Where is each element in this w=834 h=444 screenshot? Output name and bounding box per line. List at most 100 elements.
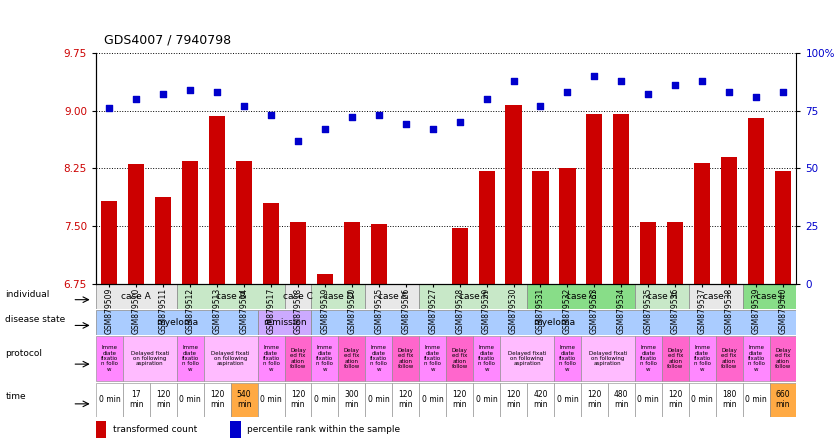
Text: Imme
diate
fixatio
n follo
w: Imme diate fixatio n follo w (559, 345, 576, 372)
Bar (209, 116, 225, 284)
Text: 120
min: 120 min (291, 390, 305, 409)
Point (183, 86, 197, 93)
Bar (339, 336, 365, 381)
Point (210, 88, 224, 95)
Text: 0 min: 0 min (179, 395, 201, 404)
Point (507, 77, 520, 84)
Text: Delay
ed fix
ation
follow: Delay ed fix ation follow (451, 348, 468, 369)
Bar (581, 383, 608, 416)
Bar (742, 284, 796, 309)
Point (291, 137, 304, 144)
Bar (689, 383, 716, 416)
Text: 0 min: 0 min (422, 395, 444, 404)
Bar (96, 383, 123, 416)
Text: 0 min: 0 min (745, 395, 767, 404)
Bar (284, 284, 311, 309)
Bar (311, 284, 365, 309)
Text: Delay
ed fix
ation
follow: Delay ed fix ation follow (667, 348, 683, 369)
Text: 0 min: 0 min (260, 395, 282, 404)
Bar (473, 336, 500, 381)
Point (722, 88, 736, 95)
Bar (150, 383, 177, 416)
Point (157, 91, 170, 98)
Text: case E: case E (378, 292, 407, 301)
Point (776, 88, 790, 95)
Bar (96, 421, 107, 438)
Point (399, 121, 413, 128)
Bar (177, 336, 203, 381)
Text: 120
min: 120 min (399, 390, 413, 409)
Bar (775, 170, 791, 284)
Text: 0 min: 0 min (475, 395, 498, 404)
Point (696, 77, 709, 84)
Bar (451, 227, 468, 284)
Bar (203, 336, 258, 381)
Bar (721, 157, 737, 284)
Bar (398, 284, 414, 289)
Text: Imme
diate
fixatio
n follo
w: Imme diate fixatio n follo w (316, 345, 334, 372)
Text: Imme
diate
fixatio
n follo
w: Imme diate fixatio n follo w (478, 345, 495, 372)
Bar (527, 383, 554, 416)
Text: remission: remission (263, 318, 306, 327)
Point (103, 105, 116, 112)
Bar (554, 336, 581, 381)
Bar (641, 222, 656, 284)
Bar (581, 336, 635, 381)
Text: 420
min: 420 min (533, 390, 548, 409)
Bar (420, 383, 446, 416)
Text: case F: case F (459, 292, 488, 301)
Bar (339, 383, 365, 416)
Text: 120
min: 120 min (506, 390, 520, 409)
Text: case D: case D (323, 292, 354, 301)
Bar (635, 284, 689, 309)
Text: protocol: protocol (5, 349, 43, 358)
Bar (500, 383, 527, 416)
Text: case B: case B (216, 292, 245, 301)
Bar (689, 336, 716, 381)
Bar (661, 336, 689, 381)
Text: 120
min: 120 min (210, 390, 224, 409)
Point (345, 114, 359, 121)
Text: Imme
diate
fixatio
n follo
w: Imme diate fixatio n follo w (694, 345, 711, 372)
Bar (123, 336, 177, 381)
Text: 480
min: 480 min (614, 390, 629, 409)
Bar (425, 284, 441, 286)
Text: transformed count: transformed count (113, 425, 197, 434)
Text: Imme
diate
fixatio
n follo
w: Imme diate fixatio n follo w (101, 345, 118, 372)
Bar (420, 284, 527, 309)
Point (615, 77, 628, 84)
Bar (613, 115, 630, 284)
Bar (473, 383, 500, 416)
Text: Delay
ed fix
ation
follow: Delay ed fix ation follow (344, 348, 360, 369)
Text: 660
min: 660 min (776, 390, 791, 409)
Bar (532, 170, 549, 284)
Text: 17
min: 17 min (129, 390, 143, 409)
Point (560, 88, 574, 95)
Bar (96, 336, 123, 381)
Text: case G: case G (565, 292, 596, 301)
Text: myeloma: myeloma (156, 318, 198, 327)
Bar (446, 336, 473, 381)
Bar (96, 310, 258, 335)
Bar (500, 336, 554, 381)
Text: Delayed fixati
on following
aspiration: Delayed fixati on following aspiration (508, 351, 546, 366)
Bar (742, 383, 770, 416)
Bar (716, 336, 742, 381)
Text: 120
min: 120 min (452, 390, 467, 409)
Bar (716, 383, 742, 416)
Text: Delay
ed fix
ation
follow: Delay ed fix ation follow (775, 348, 791, 369)
Bar (258, 336, 284, 381)
Bar (365, 336, 392, 381)
Bar (311, 336, 339, 381)
Text: 300
min: 300 min (344, 390, 359, 409)
Text: case C: case C (283, 292, 313, 301)
Text: disease state: disease state (5, 315, 66, 324)
Bar (420, 336, 446, 381)
Bar (635, 383, 661, 416)
Text: 120
min: 120 min (587, 390, 601, 409)
Bar (608, 383, 635, 416)
Bar (586, 115, 602, 284)
Point (426, 126, 440, 133)
Text: 0 min: 0 min (368, 395, 389, 404)
Point (750, 93, 763, 100)
